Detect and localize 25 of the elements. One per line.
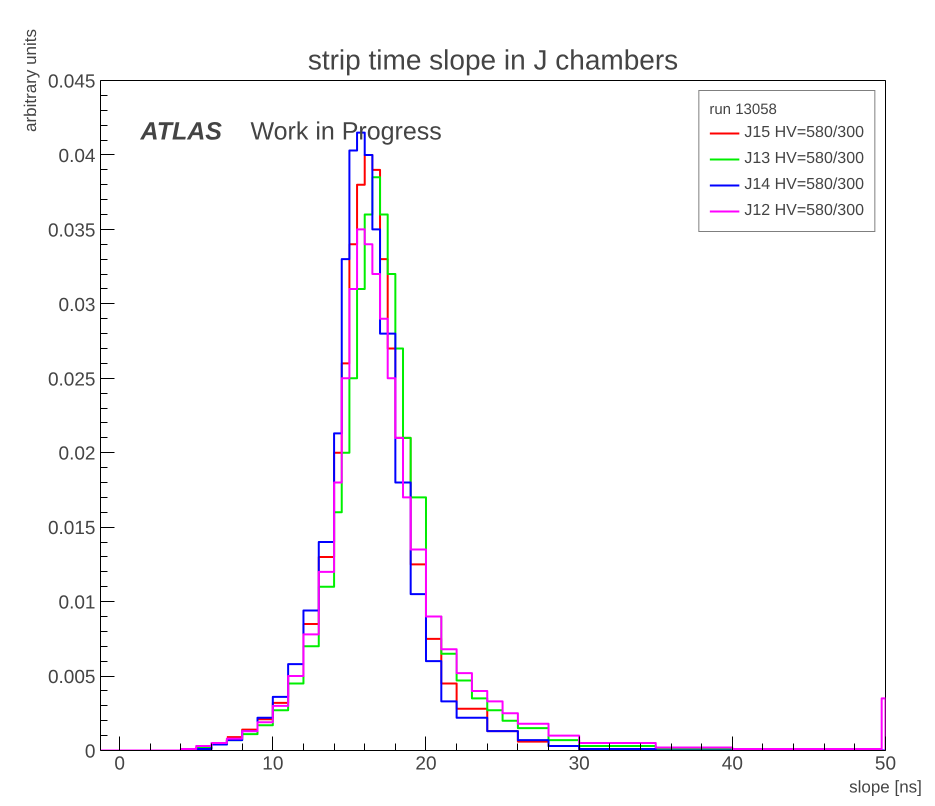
x-tick-label: 10 — [262, 754, 284, 774]
x-tick-label: 40 — [722, 754, 743, 774]
legend-label: J15 HV=580/300 — [744, 124, 864, 142]
y-tick-label: 0.02 — [58, 444, 96, 465]
annotation: Work in Progress — [250, 118, 442, 146]
y-tick-label: 0.01 — [58, 592, 96, 614]
y-tick-label: 0.045 — [48, 72, 96, 92]
legend-title: run 13058 — [709, 101, 778, 118]
y-tick-label: 0.025 — [48, 369, 96, 390]
x-tick-label: 0 — [114, 754, 125, 774]
y-tick-label: 0.03 — [58, 294, 96, 316]
y-tick-label: 0.035 — [48, 220, 96, 242]
legend-label: J12 HV=580/300 — [744, 202, 864, 220]
y-tick-label: 0.005 — [48, 667, 96, 688]
x-tick-label: 30 — [568, 754, 590, 774]
annotation: ATLAS — [140, 118, 222, 146]
y-axis-title: arbitrary units — [20, 29, 40, 132]
x-tick-label: 50 — [874, 754, 896, 774]
x-tick-label: 20 — [415, 754, 437, 774]
y-tick-label: 0.04 — [58, 146, 96, 167]
legend-label: J13 HV=580/300 — [744, 150, 864, 168]
legend-label: J14 HV=580/300 — [744, 176, 864, 194]
x-axis-title: slope [ns] — [849, 778, 922, 796]
y-tick-label: 0.015 — [48, 518, 96, 540]
chart-title: strip time slope in J chambers — [308, 44, 678, 76]
